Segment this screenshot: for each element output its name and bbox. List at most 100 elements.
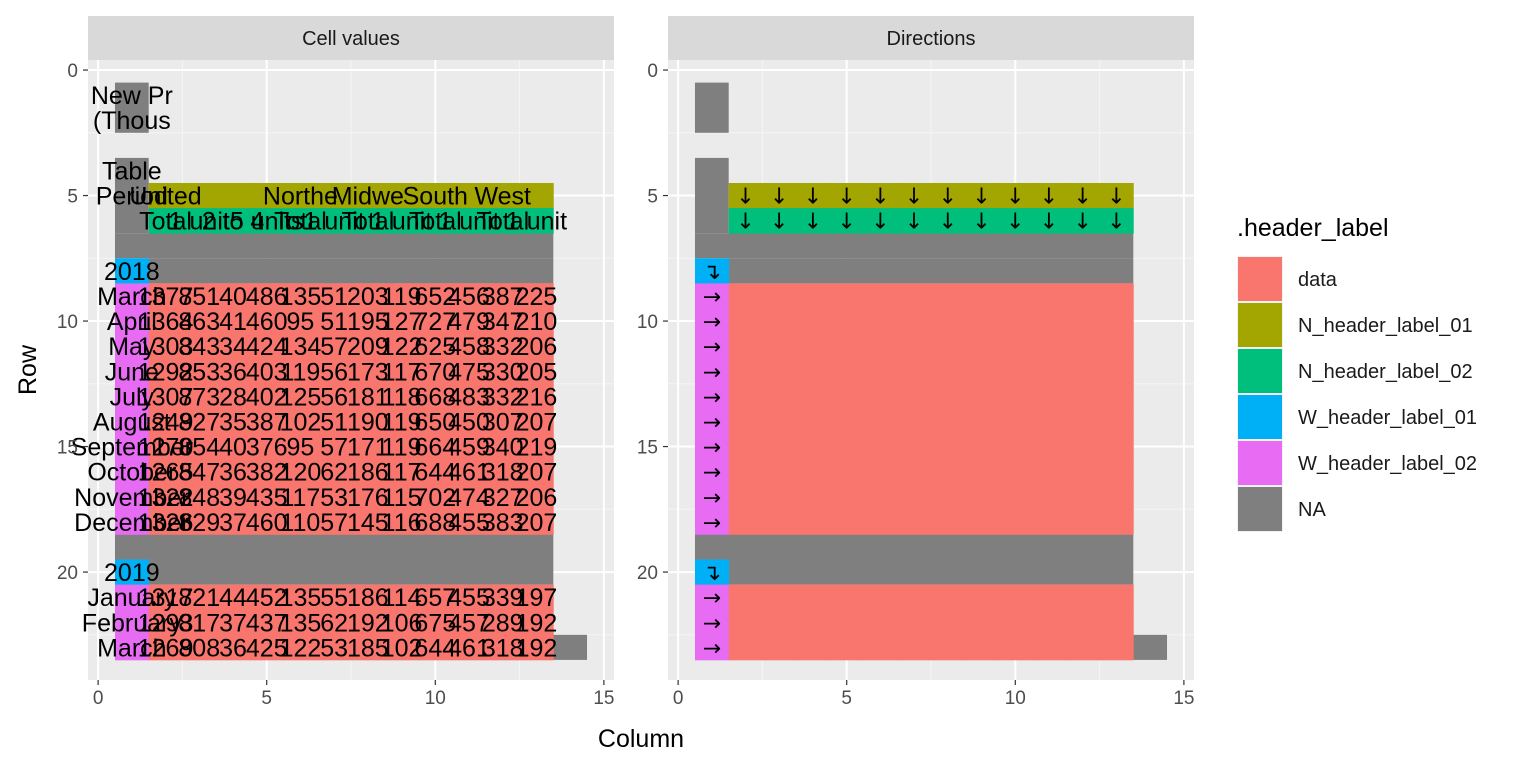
tile-data bbox=[384, 434, 419, 460]
tile-data bbox=[931, 283, 966, 309]
tile-data bbox=[897, 509, 932, 535]
cell-value-label: 688 bbox=[414, 509, 456, 537]
tile-data bbox=[418, 634, 453, 661]
tile-data bbox=[384, 358, 419, 385]
tile-data bbox=[452, 408, 487, 435]
cell-value-label: 848 bbox=[178, 484, 220, 512]
tile-data bbox=[283, 358, 318, 385]
tile-n-header-label-02 bbox=[182, 208, 217, 234]
cell-value-label: 827 bbox=[178, 408, 220, 436]
cell-value-label: 119 bbox=[382, 434, 422, 462]
tile-data bbox=[1032, 584, 1067, 611]
cell-value-label: 650 bbox=[414, 408, 456, 436]
tile-data bbox=[519, 408, 554, 435]
cell-value-label: 62 bbox=[320, 459, 348, 487]
direction-arrow: ↓ bbox=[939, 185, 957, 210]
cell-value-label: February bbox=[82, 609, 183, 637]
tile-data bbox=[931, 308, 966, 335]
cell-value-label: 225 bbox=[516, 283, 558, 311]
tile-w-header-label-02 bbox=[694, 584, 730, 611]
cell-value-label: 854 bbox=[178, 434, 220, 462]
tile-n-header-label-01 bbox=[216, 182, 251, 209]
tile-data bbox=[931, 484, 966, 510]
tile-w-header-label-02 bbox=[694, 308, 730, 335]
tile-w-header-label-01 bbox=[114, 559, 150, 586]
tile-data bbox=[384, 459, 419, 485]
x-tick-label: 5 bbox=[261, 688, 272, 709]
cell-value-label: 36 bbox=[219, 358, 247, 386]
tile-data bbox=[998, 434, 1033, 460]
tile-data bbox=[216, 383, 251, 410]
tile-data bbox=[796, 459, 831, 485]
legend: .header_label data N_header_label_01 N_hea… bbox=[1237, 214, 1477, 532]
tile-data bbox=[519, 283, 554, 309]
tile-data bbox=[829, 584, 864, 611]
tile-data bbox=[762, 308, 797, 335]
tile-data bbox=[452, 358, 487, 385]
cell-value-label: 461 bbox=[448, 459, 490, 487]
tile-data bbox=[351, 509, 386, 535]
tile-data bbox=[351, 333, 386, 360]
tile-data bbox=[249, 609, 284, 636]
cell-value-label: 387 bbox=[482, 283, 524, 311]
cell-value-label: 117 bbox=[382, 358, 422, 386]
x-tick-label: 15 bbox=[593, 688, 614, 709]
cell-value-label: 51 bbox=[320, 408, 348, 436]
cell-value-label: 702 bbox=[414, 484, 456, 512]
tile-data bbox=[519, 584, 554, 611]
tile-data bbox=[283, 308, 318, 335]
tile-na bbox=[694, 534, 1134, 560]
tile-data bbox=[452, 509, 487, 535]
tile-data bbox=[148, 609, 183, 636]
tile-data bbox=[863, 333, 898, 360]
tile-na bbox=[148, 559, 554, 585]
cell-value-label: 289 bbox=[482, 609, 524, 637]
cell-value-label: 1293 bbox=[138, 609, 194, 637]
tile-data bbox=[283, 283, 318, 309]
cell-value-label: 56 bbox=[320, 358, 348, 386]
tile-data bbox=[182, 434, 217, 460]
cell-value-label: 41 bbox=[219, 308, 247, 336]
tile-n-header-label-01 bbox=[762, 182, 797, 209]
tile-n-header-label-02 bbox=[384, 208, 419, 234]
tile-data bbox=[1032, 308, 1067, 335]
tile-data bbox=[148, 634, 183, 661]
cell-value-label: 135 bbox=[280, 609, 322, 637]
tile-data bbox=[148, 283, 183, 309]
tile-data bbox=[863, 308, 898, 335]
tile-data bbox=[148, 459, 183, 485]
cell-value-label: 120 bbox=[280, 459, 322, 487]
cell-value-label: 119 bbox=[280, 358, 320, 386]
cell-value-label: 40 bbox=[219, 283, 247, 311]
tile-n-header-label-02 bbox=[249, 208, 284, 234]
tile-data bbox=[148, 308, 183, 335]
tile-data bbox=[1099, 408, 1134, 435]
tile-data bbox=[182, 509, 217, 535]
cell-value-label: (Thous bbox=[93, 107, 171, 135]
direction-arrow: ↓ bbox=[736, 185, 754, 210]
tile-data bbox=[249, 333, 284, 360]
cell-value-label: 461 bbox=[448, 634, 490, 662]
tile-data bbox=[998, 634, 1033, 661]
cell-value-label: 62 bbox=[320, 609, 348, 637]
direction-arrow: ↓ bbox=[804, 210, 822, 235]
tile-data bbox=[1065, 484, 1100, 510]
tile-data bbox=[351, 434, 386, 460]
cell-value-label: 1 unit bbox=[169, 208, 230, 236]
y-axis-title: Row bbox=[14, 344, 42, 395]
direction-arrow: ↓ bbox=[905, 210, 923, 235]
tile-data bbox=[964, 459, 999, 485]
cell-value-label: 181 bbox=[347, 383, 389, 411]
y-tick-label: 5 bbox=[67, 187, 78, 208]
direction-arrow: ↓ bbox=[770, 185, 788, 210]
tile-data bbox=[964, 584, 999, 611]
tile-data bbox=[829, 383, 864, 410]
tile-data bbox=[998, 358, 1033, 385]
tile-data bbox=[1032, 484, 1067, 510]
tile-data bbox=[351, 408, 386, 435]
cell-value-label: 122 bbox=[280, 634, 322, 662]
cell-value-label: 474 bbox=[448, 484, 490, 512]
cell-value-label: 209 bbox=[347, 333, 389, 361]
direction-arrow: → bbox=[703, 511, 721, 536]
cell-value-label: 44 bbox=[219, 584, 247, 612]
